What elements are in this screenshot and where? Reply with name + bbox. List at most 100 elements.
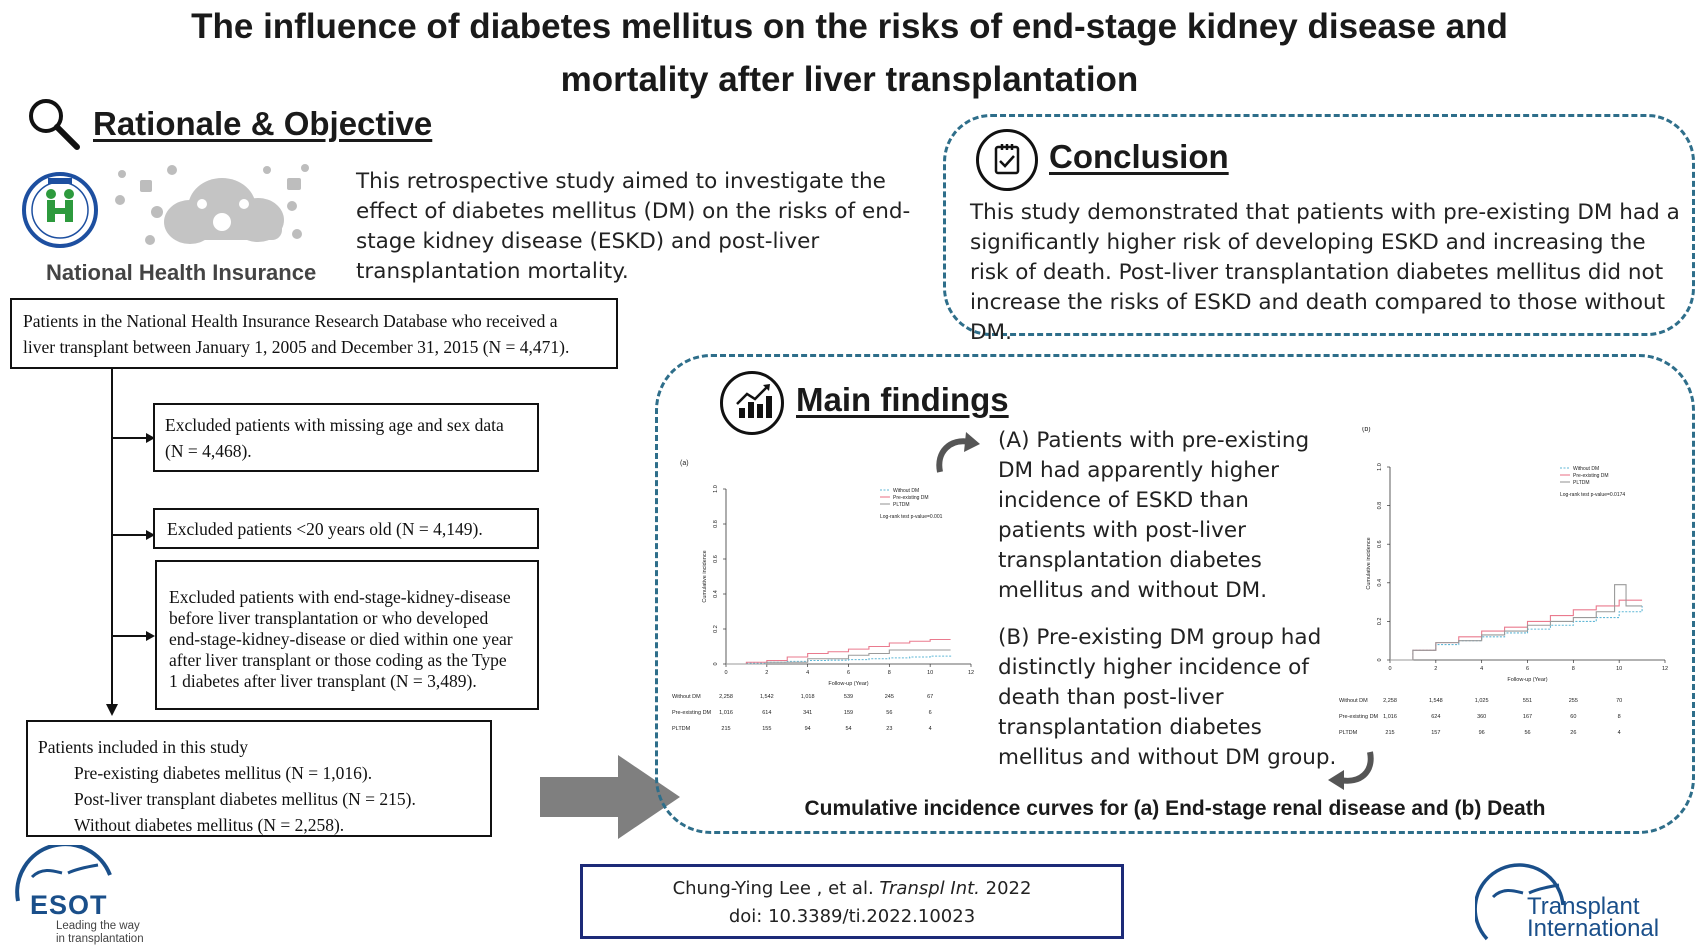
conclusion-heading: Conclusion <box>1049 138 1229 175</box>
series-line-pre-existing-dm <box>1390 599 1643 661</box>
y-tick-label: 1.0 <box>713 485 719 493</box>
exclusion-1-line-2: (N = 4,468). <box>165 441 252 461</box>
finding-b-text: (B) Pre-existing DM group had distinctly… <box>998 625 1337 770</box>
y-tick-label: 0.8 <box>1377 502 1383 510</box>
esot-tagline-2: in transplantation <box>56 933 144 945</box>
magnifier-icon <box>26 96 82 152</box>
risk-value: 159 <box>844 710 853 716</box>
curved-arrow-icon <box>930 432 982 478</box>
risk-value: 56 <box>1524 730 1530 736</box>
exclusion-2-text: Excluded patients <20 years old (N = 4,1… <box>167 519 483 539</box>
included-pltdm: Post-liver transplant diabetes mellitus … <box>74 789 416 809</box>
x-tick-label: 2 <box>1434 666 1437 672</box>
legend-label: Pre-existing DM <box>1573 473 1609 479</box>
risk-value: 1,542 <box>760 694 774 700</box>
x-tick-label: 12 <box>968 670 974 676</box>
rationale-heading: Rationale & Objective <box>93 105 433 142</box>
curved-arrow-icon <box>1326 748 1378 790</box>
exclusion-3-line-4: after liver transplant or those coding a… <box>169 650 507 670</box>
log-rank-annotation: Log-rank test p-value=0.0174 <box>1560 492 1625 498</box>
bar-chart-icon <box>720 371 784 435</box>
main-findings-panel <box>655 354 1695 834</box>
title-line-2: mortality after liver transplantation <box>560 60 1139 99</box>
risk-row-label: Pre-existing DM <box>672 710 712 716</box>
risk-value: 60 <box>1570 714 1576 720</box>
conclusion-panel <box>943 114 1695 336</box>
y-tick-label: 0 <box>1377 658 1383 661</box>
risk-value: 23 <box>886 726 892 732</box>
risk-value: 341 <box>803 710 812 716</box>
risk-value: 1,016 <box>719 710 733 716</box>
included-pre-existing: Pre-existing diabetes mellitus (N = 1,01… <box>74 763 373 783</box>
y-axis-label: Cumulative incidence <box>702 550 708 602</box>
ti-name: Transplant International <box>1527 893 1660 942</box>
panel-label: (b) <box>1362 427 1371 433</box>
conclusion-text: This study demonstrated that patients wi… <box>970 200 1680 345</box>
chart-b: (b) 0 0.2 0.4 0.6 0.8 1.0 0 2 4 6 8 10 12 Follow-up (Y… <box>1339 427 1668 736</box>
exclusion-3-line-5: 1 diabetes after liver transplant (N = 3… <box>169 671 477 691</box>
risk-value: 167 <box>1523 714 1532 720</box>
y-tick-label: 0.8 <box>713 520 719 528</box>
risk-value: 1,016 <box>1383 714 1397 720</box>
nhi-illustration <box>22 160 322 260</box>
risk-value: 94 <box>805 726 811 732</box>
risk-value: 67 <box>927 694 933 700</box>
risk-value: 1,548 <box>1429 698 1443 704</box>
y-tick-label: 0.4 <box>713 590 719 598</box>
risk-value: 155 <box>762 726 771 732</box>
citation-line-1: Chung-Ying Lee , et al. Transpl Int. 202… <box>583 875 1121 903</box>
x-tick-label: 4 <box>806 670 809 676</box>
risk-row-label: Without DM <box>1339 698 1368 704</box>
exclusion-3-line-1: Excluded patients with end-stage-kidney-… <box>169 587 511 607</box>
x-tick-label: 8 <box>888 670 891 676</box>
y-tick-label: 0 <box>713 662 719 665</box>
risk-value: 2,258 <box>1383 698 1397 704</box>
included-box: Patients included in this study Pre-exis… <box>26 720 492 837</box>
risk-value: 624 <box>1431 714 1440 720</box>
esot-logo: ESOT Leading the way in transplantation <box>6 845 206 950</box>
risk-value: 157 <box>1431 730 1440 736</box>
risk-value: 6 <box>929 710 932 716</box>
exclusion-3-line-2: before liver transplantation or who deve… <box>169 608 489 628</box>
risk-row-label: PLTDM <box>672 726 691 732</box>
transplant-international-logo: Transplant International <box>1475 845 1695 950</box>
risk-value: 26 <box>1570 730 1576 736</box>
y-axis-label: Cumulative incidence <box>1366 537 1372 589</box>
exclusion-box-1: Excluded patients with missing age and s… <box>153 403 539 472</box>
nhi-label: National Health Insurance <box>46 260 317 285</box>
x-tick-label: 10 <box>927 670 933 676</box>
y-tick-label: 0.2 <box>1377 618 1383 626</box>
risk-value: 96 <box>1479 730 1485 736</box>
legend-label: Pre-existing DM <box>893 495 929 501</box>
x-axis-label: Follow-up (Year) <box>828 681 868 687</box>
risk-value: 215 <box>721 726 730 732</box>
x-tick-label: 0 <box>724 670 727 676</box>
citation-doi: doi: 10.3389/ti.2022.10023 <box>728 906 976 927</box>
y-tick-label: 1.0 <box>1377 463 1383 471</box>
citation-authors: Chung-Ying Lee , et al. <box>672 878 874 899</box>
citation-journal: Transpl Int. <box>879 878 980 899</box>
x-tick-label: 6 <box>1526 666 1529 672</box>
exclusion-box-2: Excluded patients <20 years old (N = 4,1… <box>153 508 539 549</box>
legend-label: PLTDM <box>893 502 910 508</box>
risk-row-label: Pre-existing DM <box>1339 714 1379 720</box>
flowchart-top-box: Patients in the National Health Insuranc… <box>10 298 618 369</box>
rationale-text: This retrospective study aimed to invest… <box>356 169 911 284</box>
risk-value: 1,018 <box>801 694 815 700</box>
finding-a-text: (A) Patients with pre-existing DM had ap… <box>998 428 1310 603</box>
exclusion-box-3: Excluded patients with end-stage-kidney-… <box>155 560 539 710</box>
risk-row-label: PLTDM <box>1339 730 1358 736</box>
included-without-dm: Without diabetes mellitus (N = 2,258). <box>74 815 345 835</box>
y-tick-label: 0.6 <box>713 555 719 563</box>
legend-label: Without DM <box>1573 466 1599 472</box>
series-line-pre-existing-dm <box>726 638 951 665</box>
ti-line-1: Transplant <box>1527 893 1640 920</box>
x-tick-label: 8 <box>1572 666 1575 672</box>
ti-line-2: International <box>1527 915 1660 942</box>
risk-value: 70 <box>1616 698 1622 704</box>
big-arrow-icon <box>540 755 685 840</box>
chart-a: (a) 0 0.2 0.4 0.6 0.8 1.0 0 2 4 6 8 10 12 Follow-up (Y… <box>672 460 974 732</box>
y-tick-label: 0.4 <box>1377 579 1383 587</box>
x-axis-label: Follow-up (Year) <box>1507 677 1547 683</box>
risk-value: 8 <box>1618 714 1621 720</box>
